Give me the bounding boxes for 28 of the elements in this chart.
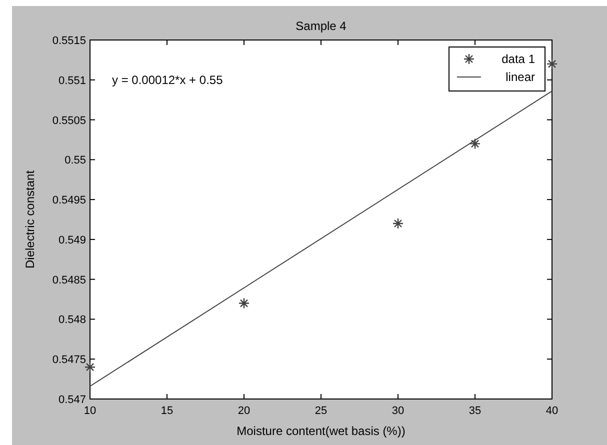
x-tick-label: 25 xyxy=(314,405,328,417)
y-tick-label: 0.5505 xyxy=(52,114,86,127)
x-tick-label: 10 xyxy=(84,405,96,417)
y-tick-label: 0.549 xyxy=(58,234,86,246)
y-tick-label: 0.5475 xyxy=(52,354,86,366)
y-tick-label: 0.547 xyxy=(58,394,86,406)
x-tick-label: 35 xyxy=(468,405,482,417)
x-axis-title: Moisture content(wet basis (%)) xyxy=(236,424,406,438)
x-tick-label: 15 xyxy=(160,405,174,417)
y-tick-label: 0.551 xyxy=(58,74,86,87)
legend-label: data 1 xyxy=(502,52,536,66)
x-tick-label: 40 xyxy=(546,405,558,417)
y-axis-title: Dielectric constant xyxy=(23,170,37,269)
x-tick-label: 20 xyxy=(238,405,250,417)
y-tick-label: 0.55 xyxy=(64,154,86,167)
point xyxy=(238,298,250,309)
legend-label: linear xyxy=(506,70,535,84)
point xyxy=(392,218,404,230)
point xyxy=(84,361,96,373)
chart-title: Sample 4 xyxy=(296,19,347,33)
annotation: y = 0.00012*x + 0.55 xyxy=(112,73,224,87)
y-tick-label: 0.5485 xyxy=(52,274,86,286)
y-tick-label: 0.5495 xyxy=(52,194,86,207)
y-tick-label: 0.5515 xyxy=(52,35,86,47)
point xyxy=(546,58,558,70)
x-tick-label: 30 xyxy=(392,405,404,417)
point xyxy=(469,138,481,150)
y-tick-label: 0.548 xyxy=(58,314,86,326)
